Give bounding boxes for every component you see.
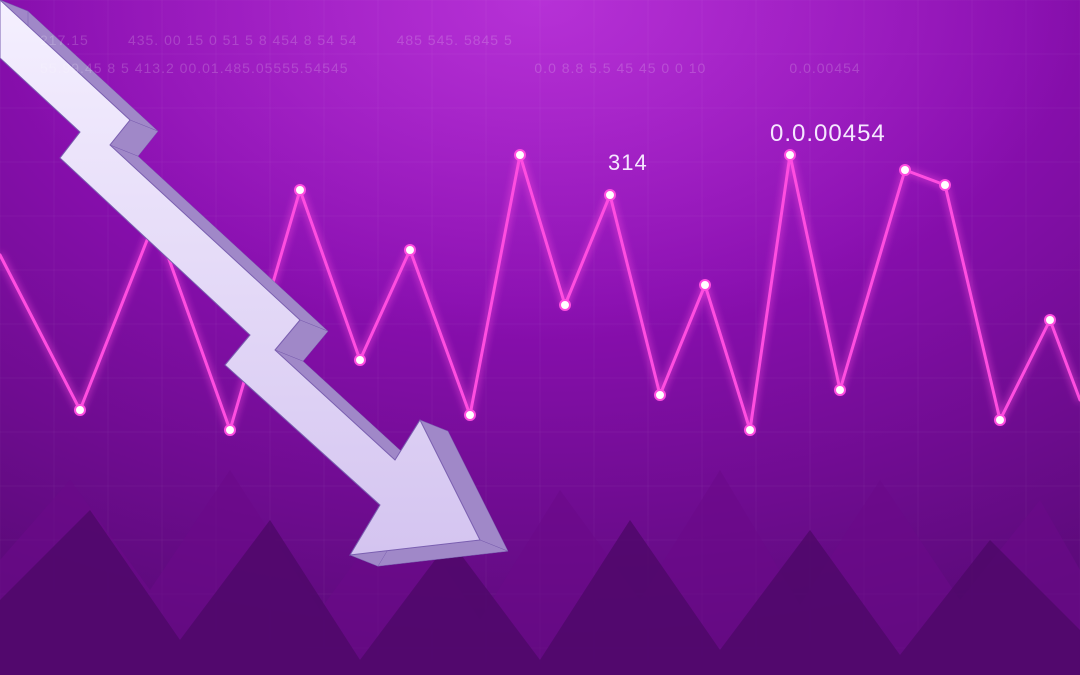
data-point bbox=[900, 165, 910, 175]
data-point bbox=[355, 355, 365, 365]
data-point bbox=[785, 150, 795, 160]
data-point bbox=[655, 390, 665, 400]
data-point bbox=[940, 180, 950, 190]
data-point bbox=[515, 150, 525, 160]
data-point bbox=[405, 245, 415, 255]
data-point bbox=[700, 280, 710, 290]
financial-infographic bbox=[0, 0, 1080, 675]
data-point bbox=[835, 385, 845, 395]
data-point bbox=[605, 190, 615, 200]
data-point bbox=[995, 415, 1005, 425]
data-point bbox=[465, 410, 475, 420]
data-point bbox=[745, 425, 755, 435]
data-point bbox=[1045, 315, 1055, 325]
data-point bbox=[225, 425, 235, 435]
data-point bbox=[560, 300, 570, 310]
data-point bbox=[295, 185, 305, 195]
data-point bbox=[75, 405, 85, 415]
